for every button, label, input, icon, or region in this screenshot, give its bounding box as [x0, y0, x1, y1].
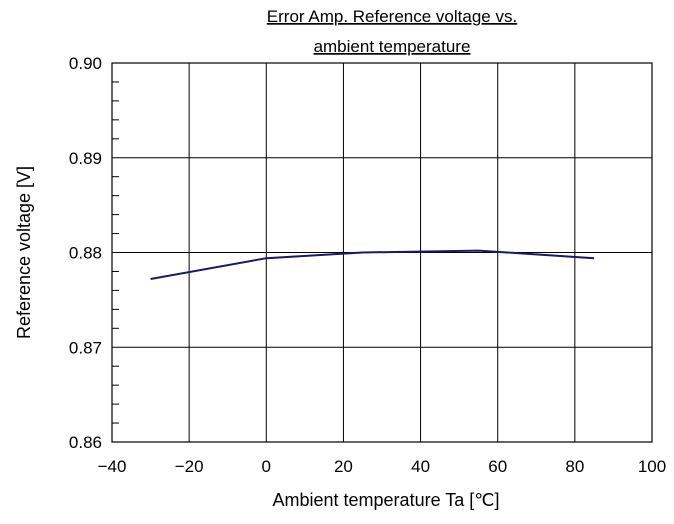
- x-tick-label: 40: [411, 457, 430, 476]
- y-tick-label: 0.87: [69, 338, 102, 357]
- y-tick-label: 0.88: [69, 244, 102, 263]
- y-tick-label: 0.89: [69, 149, 102, 168]
- series-group: [151, 251, 595, 279]
- x-tick-label: −20: [175, 457, 204, 476]
- y-tick-label: 0.90: [69, 54, 102, 73]
- title-line: Error Amp. Reference voltage vs.: [267, 7, 517, 26]
- x-tick-label: −40: [98, 457, 127, 476]
- y-tick-labels: 0.86 0.87 0.88 0.89 0.90: [69, 54, 102, 452]
- x-tick-label: 80: [565, 457, 584, 476]
- x-tick-labels: −40 −20 0 20 40 60 80 100: [98, 457, 667, 476]
- y-tick-label: 0.86: [69, 433, 102, 452]
- x-axis-label: Ambient temperature Ta [℃]: [273, 490, 500, 510]
- x-tick-label: 20: [334, 457, 353, 476]
- chart-title: Error Amp. Reference voltage vs. ambient …: [267, 7, 517, 56]
- x-tick-label: 60: [488, 457, 507, 476]
- x-tick-label: 0: [262, 457, 271, 476]
- title-line: ambient temperature: [314, 37, 471, 56]
- series-line: [151, 251, 595, 279]
- x-tick-label: 100: [638, 457, 666, 476]
- y-axis-label: Reference voltage [V]: [14, 166, 34, 339]
